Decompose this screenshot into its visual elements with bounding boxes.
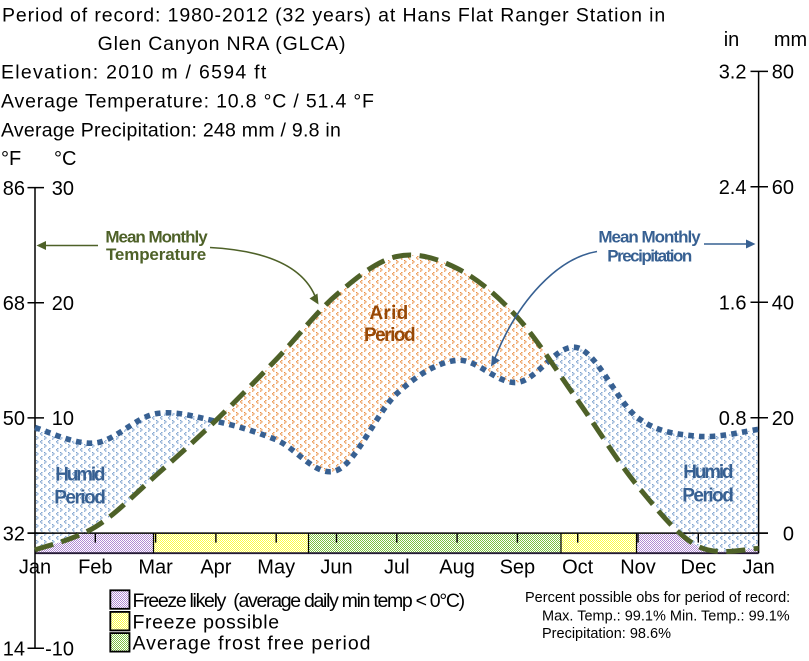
svg-text:Average Temperature: 10.8 °C /: Average Temperature: 10.8 °C / 51.4 °F: [1, 91, 375, 113]
svg-text:Freeze possible: Freeze possible: [133, 611, 280, 633]
svg-text:20: 20: [772, 408, 794, 430]
svg-text:50: 50: [3, 408, 25, 430]
svg-text:60: 60: [772, 177, 794, 199]
svg-text:Humid: Humid: [55, 465, 105, 486]
svg-text:Jan: Jan: [742, 557, 774, 579]
svg-text:°F: °F: [1, 148, 21, 170]
svg-text:Period: Period: [364, 325, 415, 346]
svg-text:Aug: Aug: [439, 557, 475, 579]
svg-text:Nov: Nov: [620, 557, 656, 579]
svg-text:Mar: Mar: [138, 557, 173, 579]
svg-text:in: in: [724, 29, 740, 51]
svg-text:Sep: Sep: [500, 557, 536, 579]
svg-text:80: 80: [772, 62, 794, 84]
svg-text:Period: Period: [682, 485, 733, 506]
svg-text:20: 20: [52, 293, 74, 315]
svg-text:Jun: Jun: [320, 557, 352, 579]
svg-text:Period: Period: [54, 488, 105, 509]
svg-text:Oct: Oct: [562, 557, 594, 579]
svg-text:Dec: Dec: [681, 557, 717, 579]
svg-text:Temperature: Temperature: [106, 245, 206, 264]
svg-text:Mean Monthly: Mean Monthly: [105, 227, 208, 246]
svg-text:Glen Canyon NRA (GLCA): Glen Canyon NRA (GLCA): [98, 33, 347, 55]
svg-text:Freeze likely (average daily: Freeze likely (average daily min temp < …: [133, 590, 465, 612]
svg-text:Average Precipitation: 248 mm: Average Precipitation: 248 mm / 9.8 in: [1, 119, 341, 141]
svg-text:1.6: 1.6: [719, 293, 747, 315]
svg-text:10: 10: [52, 408, 74, 430]
svg-text:Jul: Jul: [384, 557, 410, 579]
svg-text:-10: -10: [45, 639, 74, 656]
svg-text:mm: mm: [774, 29, 807, 51]
svg-text:86: 86: [3, 178, 25, 200]
svg-text:°C: °C: [54, 148, 76, 170]
svg-text:Average frost free period: Average frost free period: [133, 633, 372, 655]
svg-text:Period of record: 1980-2012 (3: Period of record: 1980-2012 (32 years) a…: [2, 4, 666, 26]
svg-text:May: May: [257, 557, 295, 579]
svg-text:40: 40: [772, 293, 794, 315]
svg-text:Feb: Feb: [78, 557, 112, 579]
svg-text:Mean Monthly: Mean Monthly: [598, 227, 701, 246]
svg-text:Jan: Jan: [19, 557, 51, 579]
svg-text:Precipitation: Precipitation: [607, 247, 692, 266]
svg-text:14: 14: [3, 639, 25, 656]
svg-text:Percent possible obs for perio: Percent possible obs for period of recor…: [525, 590, 790, 606]
svg-text:Precipitation: 98.6%: Precipitation: 98.6%: [542, 626, 671, 642]
svg-text:Elevation: 2010 m / 6594 ft: Elevation: 2010 m / 6594 ft: [1, 62, 268, 84]
svg-text:Arid: Arid: [369, 303, 408, 324]
svg-text:68: 68: [3, 293, 25, 315]
svg-text:Humid: Humid: [683, 462, 733, 483]
svg-text:3.2: 3.2: [719, 62, 747, 84]
svg-text:0: 0: [783, 523, 794, 545]
svg-text:Apr: Apr: [200, 557, 231, 579]
svg-text:32: 32: [3, 523, 25, 545]
svg-text:Max. Temp.: 99.1% Min. Temp.:: Max. Temp.: 99.1% Min. Temp.: 99.1%: [542, 609, 790, 625]
svg-text:2.4: 2.4: [719, 177, 747, 199]
svg-text:30: 30: [52, 178, 74, 200]
svg-text:0.8: 0.8: [719, 408, 747, 430]
